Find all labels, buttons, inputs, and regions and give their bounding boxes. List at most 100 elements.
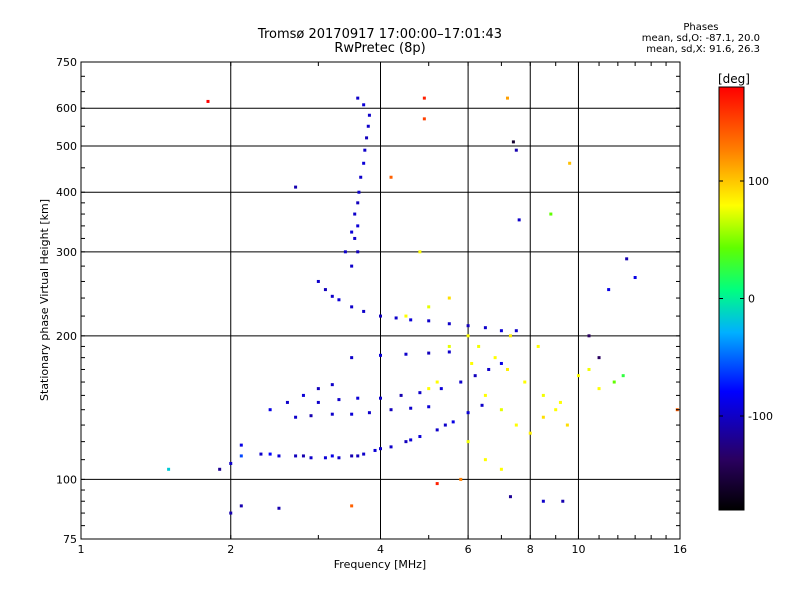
data-point bbox=[353, 212, 357, 216]
data-point bbox=[447, 350, 451, 354]
data-point bbox=[379, 396, 382, 400]
data-point bbox=[514, 148, 518, 152]
data-point bbox=[612, 380, 616, 384]
data-point bbox=[277, 506, 281, 510]
data-point bbox=[350, 264, 354, 268]
data-point bbox=[418, 391, 422, 395]
data-point bbox=[323, 288, 327, 292]
data-point bbox=[379, 314, 382, 318]
data-point bbox=[514, 329, 518, 333]
data-point bbox=[493, 356, 497, 360]
data-point bbox=[367, 113, 371, 117]
data-point bbox=[435, 428, 439, 432]
data-point bbox=[505, 367, 509, 371]
data-point bbox=[470, 361, 474, 365]
y-tick-label: 400 bbox=[56, 186, 77, 199]
data-point bbox=[597, 356, 601, 360]
y-axis-label: Stationary phase Virtual Height [km] bbox=[38, 199, 51, 401]
data-point bbox=[259, 452, 263, 456]
data-point bbox=[350, 454, 354, 458]
data-point bbox=[427, 319, 431, 323]
data-point bbox=[350, 504, 354, 508]
data-point bbox=[337, 298, 341, 302]
data-point bbox=[565, 423, 569, 427]
data-point bbox=[356, 96, 360, 100]
phase-info: Phases mean, sd,O: -87.1, 20.0 mean, sd,… bbox=[642, 22, 760, 55]
data-point bbox=[477, 344, 481, 348]
data-point bbox=[466, 411, 470, 415]
data-point bbox=[625, 257, 629, 261]
data-point bbox=[362, 309, 366, 313]
colorbar: [deg] 100 0 -100 bbox=[718, 72, 773, 511]
data-point bbox=[447, 344, 451, 348]
data-point bbox=[294, 454, 298, 458]
data-point bbox=[389, 408, 393, 412]
data-point bbox=[541, 415, 545, 419]
data-point bbox=[301, 393, 305, 397]
data-point bbox=[528, 431, 532, 435]
data-point bbox=[239, 504, 243, 508]
data-point bbox=[356, 454, 360, 458]
data-point bbox=[451, 420, 455, 424]
data-point bbox=[633, 276, 637, 280]
data-point bbox=[558, 400, 562, 404]
data-points bbox=[167, 96, 679, 515]
data-point bbox=[316, 279, 320, 283]
data-point bbox=[517, 218, 521, 222]
data-point bbox=[541, 393, 545, 397]
data-point bbox=[536, 344, 540, 348]
data-point bbox=[323, 456, 327, 460]
data-point bbox=[356, 201, 360, 205]
colorbar-tick-label: -100 bbox=[748, 410, 773, 423]
data-point bbox=[330, 412, 334, 416]
data-point bbox=[316, 400, 320, 404]
data-point bbox=[367, 411, 371, 415]
data-point bbox=[206, 99, 210, 103]
x-tick-label: 2 bbox=[227, 543, 234, 556]
data-point bbox=[366, 124, 370, 128]
data-point bbox=[447, 322, 451, 326]
data-point bbox=[409, 438, 413, 442]
data-point bbox=[483, 326, 487, 330]
data-point bbox=[309, 414, 313, 418]
data-point bbox=[357, 190, 361, 194]
data-point bbox=[418, 250, 422, 254]
colorbar-tick-label: 0 bbox=[748, 293, 755, 306]
data-point bbox=[330, 383, 334, 387]
phase-info-heading: Phases bbox=[683, 22, 719, 33]
data-point bbox=[167, 467, 171, 471]
data-point bbox=[466, 440, 470, 444]
data-point bbox=[561, 499, 565, 503]
chart-title: Tromsø 20170917 17:00:00–17:01:43 bbox=[257, 27, 503, 42]
y-tick-label: 200 bbox=[56, 330, 77, 343]
data-point bbox=[394, 316, 398, 320]
data-point bbox=[487, 367, 491, 371]
data-point bbox=[483, 458, 487, 462]
data-point bbox=[499, 361, 503, 365]
data-point bbox=[473, 374, 477, 378]
data-point bbox=[268, 452, 272, 456]
data-point bbox=[418, 435, 422, 439]
y-tick-label: 600 bbox=[56, 102, 77, 115]
x-tick-label: 6 bbox=[465, 543, 472, 556]
data-point bbox=[508, 495, 512, 499]
data-point bbox=[330, 294, 334, 298]
data-point bbox=[427, 387, 431, 391]
data-point bbox=[379, 353, 382, 357]
data-point bbox=[363, 148, 367, 152]
data-point bbox=[576, 374, 580, 378]
data-point bbox=[499, 329, 503, 333]
y-tick-label: 100 bbox=[56, 473, 77, 486]
data-point bbox=[268, 408, 272, 412]
colorbar-tick-label: 100 bbox=[748, 175, 769, 188]
phase-info-o: mean, sd,O: -87.1, 20.0 bbox=[641, 33, 760, 44]
plot-frame bbox=[80, 61, 681, 540]
data-point bbox=[239, 454, 243, 458]
data-point bbox=[459, 477, 463, 481]
data-point bbox=[218, 467, 222, 471]
data-point bbox=[330, 454, 334, 458]
data-point bbox=[435, 380, 439, 384]
data-point bbox=[541, 499, 545, 503]
y-tick-label: 75 bbox=[63, 533, 77, 546]
data-point bbox=[356, 396, 360, 400]
